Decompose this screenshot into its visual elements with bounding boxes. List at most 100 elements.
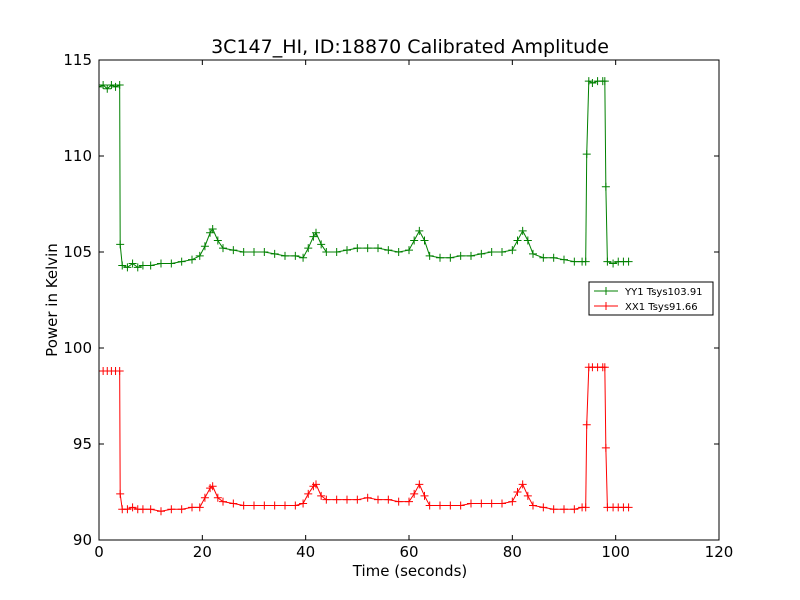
data-point-xx1 [353, 495, 362, 504]
data-point-yy1 [157, 259, 165, 268]
y-tick-label: 90 [73, 531, 92, 549]
data-point-yy1 [420, 236, 429, 245]
data-point-yy1 [410, 236, 419, 245]
data-point-xx1 [582, 420, 591, 429]
data-point-yy1 [498, 248, 506, 256]
data-point-yy1 [394, 248, 403, 256]
data-point-xx1 [508, 497, 517, 506]
data-point-xx1 [405, 497, 413, 506]
data-point-xx1 [570, 505, 579, 514]
y-tick-label: 115 [63, 51, 92, 69]
data-point-yy1 [529, 249, 537, 258]
data-point-xx1 [250, 501, 258, 510]
data-point-yy1 [513, 236, 522, 245]
legend-item-yy1: YY1 Tsys103.91 [594, 287, 703, 298]
legend-box [588, 281, 714, 316]
data-point-yy1 [539, 253, 548, 262]
data-point-yy1 [270, 249, 279, 258]
data-point-xx1 [518, 480, 527, 489]
y-tick-label: 105 [63, 243, 92, 261]
data-point-yy1 [600, 77, 609, 86]
data-point-yy1 [177, 257, 186, 266]
data-point-xx1 [581, 503, 590, 512]
data-point-yy1 [609, 259, 618, 268]
data-point-xx1 [270, 501, 279, 510]
data-point-xx1 [115, 367, 124, 376]
y-tick-label: 110 [63, 147, 92, 165]
data-point-xx1 [363, 493, 372, 502]
data-point-yy1 [415, 226, 424, 235]
data-point-yy1 [188, 255, 196, 264]
data-point-xx1 [317, 491, 326, 500]
data-point-yy1 [146, 261, 155, 270]
data-point-yy1 [213, 236, 222, 245]
data-point-xx1 [146, 505, 155, 514]
data-point-yy1 [138, 261, 147, 270]
data-point-xx1 [177, 505, 186, 514]
y-axis-label: Power in Kelvin [43, 243, 61, 357]
data-point-yy1 [588, 79, 597, 88]
data-point-yy1 [99, 80, 108, 89]
data-point-yy1 [195, 251, 204, 260]
data-point-xx1 [529, 501, 537, 510]
data-point-xx1 [128, 503, 137, 512]
data-point-xx1 [374, 495, 382, 504]
data-point-xx1 [477, 499, 486, 508]
data-point-yy1 [487, 248, 496, 256]
data-point-yy1 [123, 263, 132, 272]
data-point-yy1 [570, 257, 579, 266]
data-point-yy1 [405, 246, 413, 255]
data-point-yy1 [239, 248, 248, 256]
data-point-xx1 [560, 505, 568, 514]
data-point-xx1 [425, 501, 434, 510]
data-point-xx1 [123, 505, 132, 514]
data-point-xx1 [410, 489, 419, 498]
data-point-yy1 [322, 248, 331, 256]
data-point-yy1 [584, 77, 593, 86]
data-point-yy1 [581, 257, 590, 266]
y-tick-label: 100 [63, 339, 92, 357]
x-tick-label: 120 [705, 543, 734, 561]
data-point-yy1 [291, 251, 300, 260]
data-point-xx1 [213, 493, 222, 502]
data-point-yy1 [508, 246, 517, 255]
data-point-xx1 [332, 495, 341, 504]
data-point-xx1 [219, 497, 227, 506]
data-point-yy1 [107, 80, 116, 89]
data-point-yy1 [99, 82, 103, 91]
data-point-yy1 [560, 255, 568, 264]
data-point-yy1 [425, 251, 434, 260]
legend-marker [602, 287, 610, 295]
data-point-xx1 [467, 499, 475, 508]
data-point-xx1 [420, 491, 429, 500]
data-point-yy1 [332, 248, 341, 256]
data-point-yy1 [523, 236, 532, 245]
data-point-yy1 [518, 226, 527, 235]
data-point-yy1 [477, 249, 486, 258]
data-point-xx1 [624, 503, 633, 512]
data-point-xx1 [200, 493, 209, 502]
data-point-yy1 [299, 253, 308, 262]
data-point-xx1 [513, 488, 522, 496]
data-point-yy1 [582, 150, 591, 159]
data-point-yy1 [260, 248, 269, 256]
y-tick-label: 95 [73, 435, 92, 453]
data-point-xx1 [157, 507, 165, 516]
data-point-xx1 [487, 499, 496, 508]
data-point-yy1 [103, 84, 112, 93]
data-point-yy1 [229, 246, 238, 255]
data-point-xx1 [549, 505, 558, 514]
data-point-xx1 [281, 501, 289, 510]
data-point-xx1 [229, 499, 238, 508]
data-point-xx1 [116, 489, 125, 498]
data-point-yy1 [384, 246, 393, 255]
data-point-yy1 [456, 251, 465, 260]
x-tick-label: 20 [193, 543, 212, 561]
data-point-xx1 [384, 495, 393, 504]
data-point-xx1 [446, 501, 455, 510]
data-point-yy1 [281, 251, 289, 260]
data-point-yy1 [111, 82, 120, 91]
data-point-yy1 [200, 242, 209, 251]
data-point-yy1 [467, 251, 475, 260]
